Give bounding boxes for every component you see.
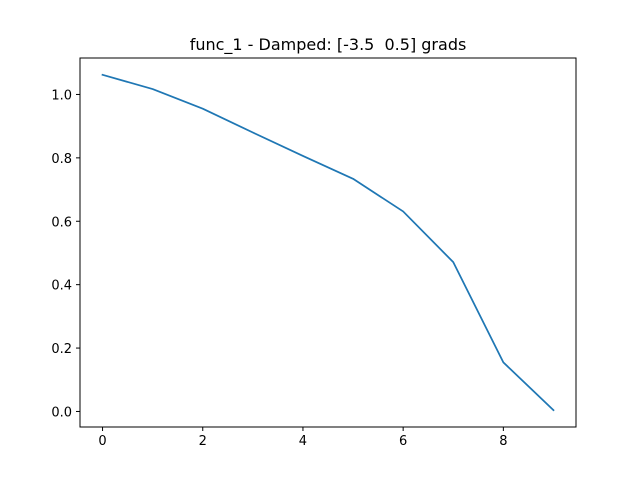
x-tick-label: 6 xyxy=(399,434,407,449)
y-axis: 0.0 0.2 0.4 0.6 0.8 1.0 xyxy=(51,88,80,420)
y-tick-label: 1.0 xyxy=(51,88,72,103)
plot-frame xyxy=(79,57,577,428)
y-tick-label: 0.6 xyxy=(51,215,72,230)
x-tick-label: 4 xyxy=(299,434,307,449)
series-layer xyxy=(101,73,555,412)
y-tick-label: 0.0 xyxy=(51,405,72,420)
x-tick-label: 2 xyxy=(199,434,207,449)
x-tick-label: 8 xyxy=(499,434,507,449)
y-tick-label: 0.4 xyxy=(51,279,72,294)
x-tick-label: 0 xyxy=(98,434,106,449)
y-tick-label: 0.2 xyxy=(51,342,72,357)
series-line xyxy=(101,73,555,412)
chart-title: func_1 - Damped: [-3.5 0.5] grads xyxy=(190,35,467,55)
y-tick-label: 0.8 xyxy=(51,152,72,167)
x-axis: 0 2 4 6 8 xyxy=(98,427,507,449)
